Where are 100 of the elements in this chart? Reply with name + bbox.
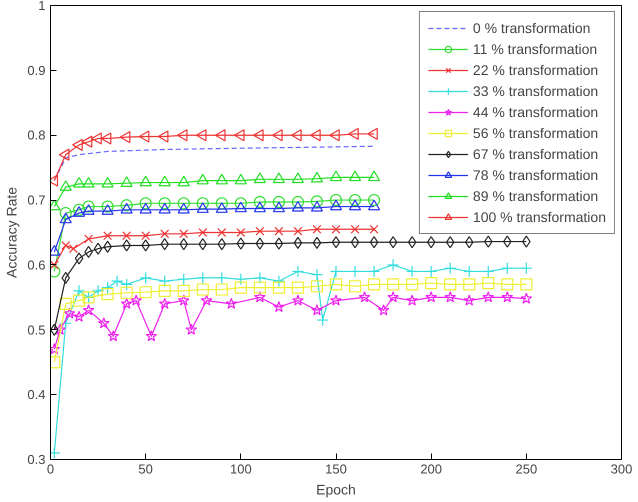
point: [316, 314, 329, 326]
point: [158, 202, 171, 214]
point: [482, 265, 494, 278]
point: [60, 180, 72, 191]
point: [330, 294, 342, 306]
point: [120, 176, 133, 187]
point: [463, 278, 476, 290]
point: [82, 204, 95, 215]
point: [196, 283, 209, 296]
point: [406, 265, 418, 278]
point: [348, 128, 359, 140]
point: [444, 291, 456, 302]
point: [82, 176, 95, 188]
point: [122, 231, 132, 240]
point: [310, 195, 324, 208]
point: [292, 200, 304, 212]
point: [482, 291, 494, 302]
point: [254, 172, 266, 184]
x-axis-title: Epoch: [316, 482, 356, 498]
legend-label: 67 % transformation: [472, 146, 598, 162]
point: [272, 282, 285, 294]
y-tick-label: 0.7: [27, 192, 46, 208]
point: [332, 224, 340, 234]
point: [368, 278, 380, 290]
point: [158, 275, 171, 288]
point: [160, 229, 170, 238]
point: [72, 294, 86, 307]
point: [426, 236, 436, 248]
point: [234, 282, 247, 294]
point: [387, 258, 400, 272]
point: [120, 278, 133, 290]
legend-label: 0 % transformation: [472, 20, 590, 36]
point: [292, 294, 304, 306]
point: [61, 240, 70, 250]
x-tick-label: 150: [325, 462, 347, 476]
point: [140, 272, 152, 284]
y-tick-label: 0.3: [27, 452, 46, 467]
point: [330, 265, 342, 278]
point: [348, 170, 362, 182]
point: [140, 202, 152, 214]
point: [178, 273, 190, 286]
point: [60, 298, 72, 310]
point: [234, 273, 247, 286]
point: [310, 200, 324, 212]
point: [501, 278, 514, 290]
legend-label: 11 % transformation: [472, 41, 598, 57]
point: [348, 280, 362, 292]
point: [158, 298, 171, 309]
point: [406, 278, 418, 290]
point: [102, 204, 114, 215]
point: [310, 129, 321, 142]
point: [73, 310, 85, 322]
point: [140, 286, 152, 298]
point: [408, 236, 416, 248]
point: [330, 278, 342, 290]
point: [294, 236, 302, 249]
point: [330, 170, 342, 182]
point: [520, 262, 532, 274]
point: [120, 286, 133, 299]
point: [60, 206, 72, 220]
point: [103, 240, 112, 253]
point: [501, 262, 514, 274]
point: [217, 228, 226, 237]
y-tick-label: 0.9: [27, 62, 46, 78]
point: [179, 238, 188, 250]
point: [98, 317, 110, 328]
x-tick-label: 250: [515, 462, 538, 476]
point: [196, 174, 209, 184]
y-tick-label: 0.6: [27, 257, 46, 272]
point: [68, 244, 78, 254]
point: [501, 291, 514, 302]
point: [60, 317, 72, 330]
point: [310, 172, 324, 182]
point: [200, 294, 212, 306]
point: [141, 231, 150, 240]
point: [292, 196, 304, 208]
point: [273, 300, 285, 312]
legend-label: 78 % transformation: [472, 167, 598, 183]
legend-label: 33 % transformation: [472, 83, 598, 99]
point: [444, 278, 456, 290]
point: [254, 202, 266, 212]
point: [425, 291, 437, 302]
legend-label: 44 % transformation: [472, 104, 598, 120]
point: [370, 224, 379, 234]
point: [368, 265, 380, 278]
y-tick-label: 0.5: [27, 322, 46, 338]
point: [312, 224, 322, 234]
point: [82, 200, 95, 213]
point: [482, 276, 494, 290]
point: [234, 202, 247, 212]
point: [84, 234, 94, 244]
point: [368, 194, 380, 206]
point: [464, 236, 474, 248]
y-tick-label: 0.8: [27, 128, 46, 143]
point: [120, 298, 132, 309]
point: [292, 265, 304, 278]
point: [310, 268, 324, 281]
point: [348, 194, 362, 206]
point: [272, 172, 285, 184]
point: [368, 170, 380, 182]
